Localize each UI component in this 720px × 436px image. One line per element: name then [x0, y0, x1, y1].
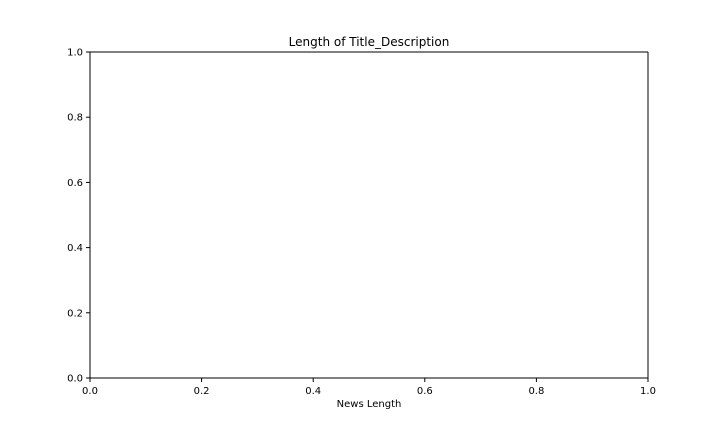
y-tick-label: 0.2: [67, 308, 83, 319]
y-tick-label: 0.8: [67, 113, 83, 124]
x-axis-label: News Length: [337, 399, 402, 410]
x-tick-label: 0.2: [194, 386, 210, 397]
y-tick-label: 0.0: [67, 374, 83, 385]
x-tick-label: 1.0: [640, 386, 656, 397]
axes-background: [90, 52, 648, 378]
plot-area: [90, 52, 648, 378]
y-tick-label: 0.4: [67, 243, 83, 254]
chart-title: Length of Title_Description: [289, 35, 450, 49]
x-tick-label: 0.0: [82, 386, 98, 397]
axes-spines: [89, 51, 649, 379]
y-tick-label: 1.0: [67, 48, 83, 59]
x-tick-label: 0.6: [417, 386, 433, 397]
y-axis-ticks: 0.0 0.2 0.4 0.6 0.8 1.0: [67, 48, 90, 385]
x-tick-label: 0.8: [528, 386, 544, 397]
x-tick-label: 0.4: [305, 386, 321, 397]
x-axis-ticks: 0.0 0.2 0.4 0.6 0.8 1.0: [82, 378, 656, 397]
y-tick-label: 0.6: [67, 178, 83, 189]
